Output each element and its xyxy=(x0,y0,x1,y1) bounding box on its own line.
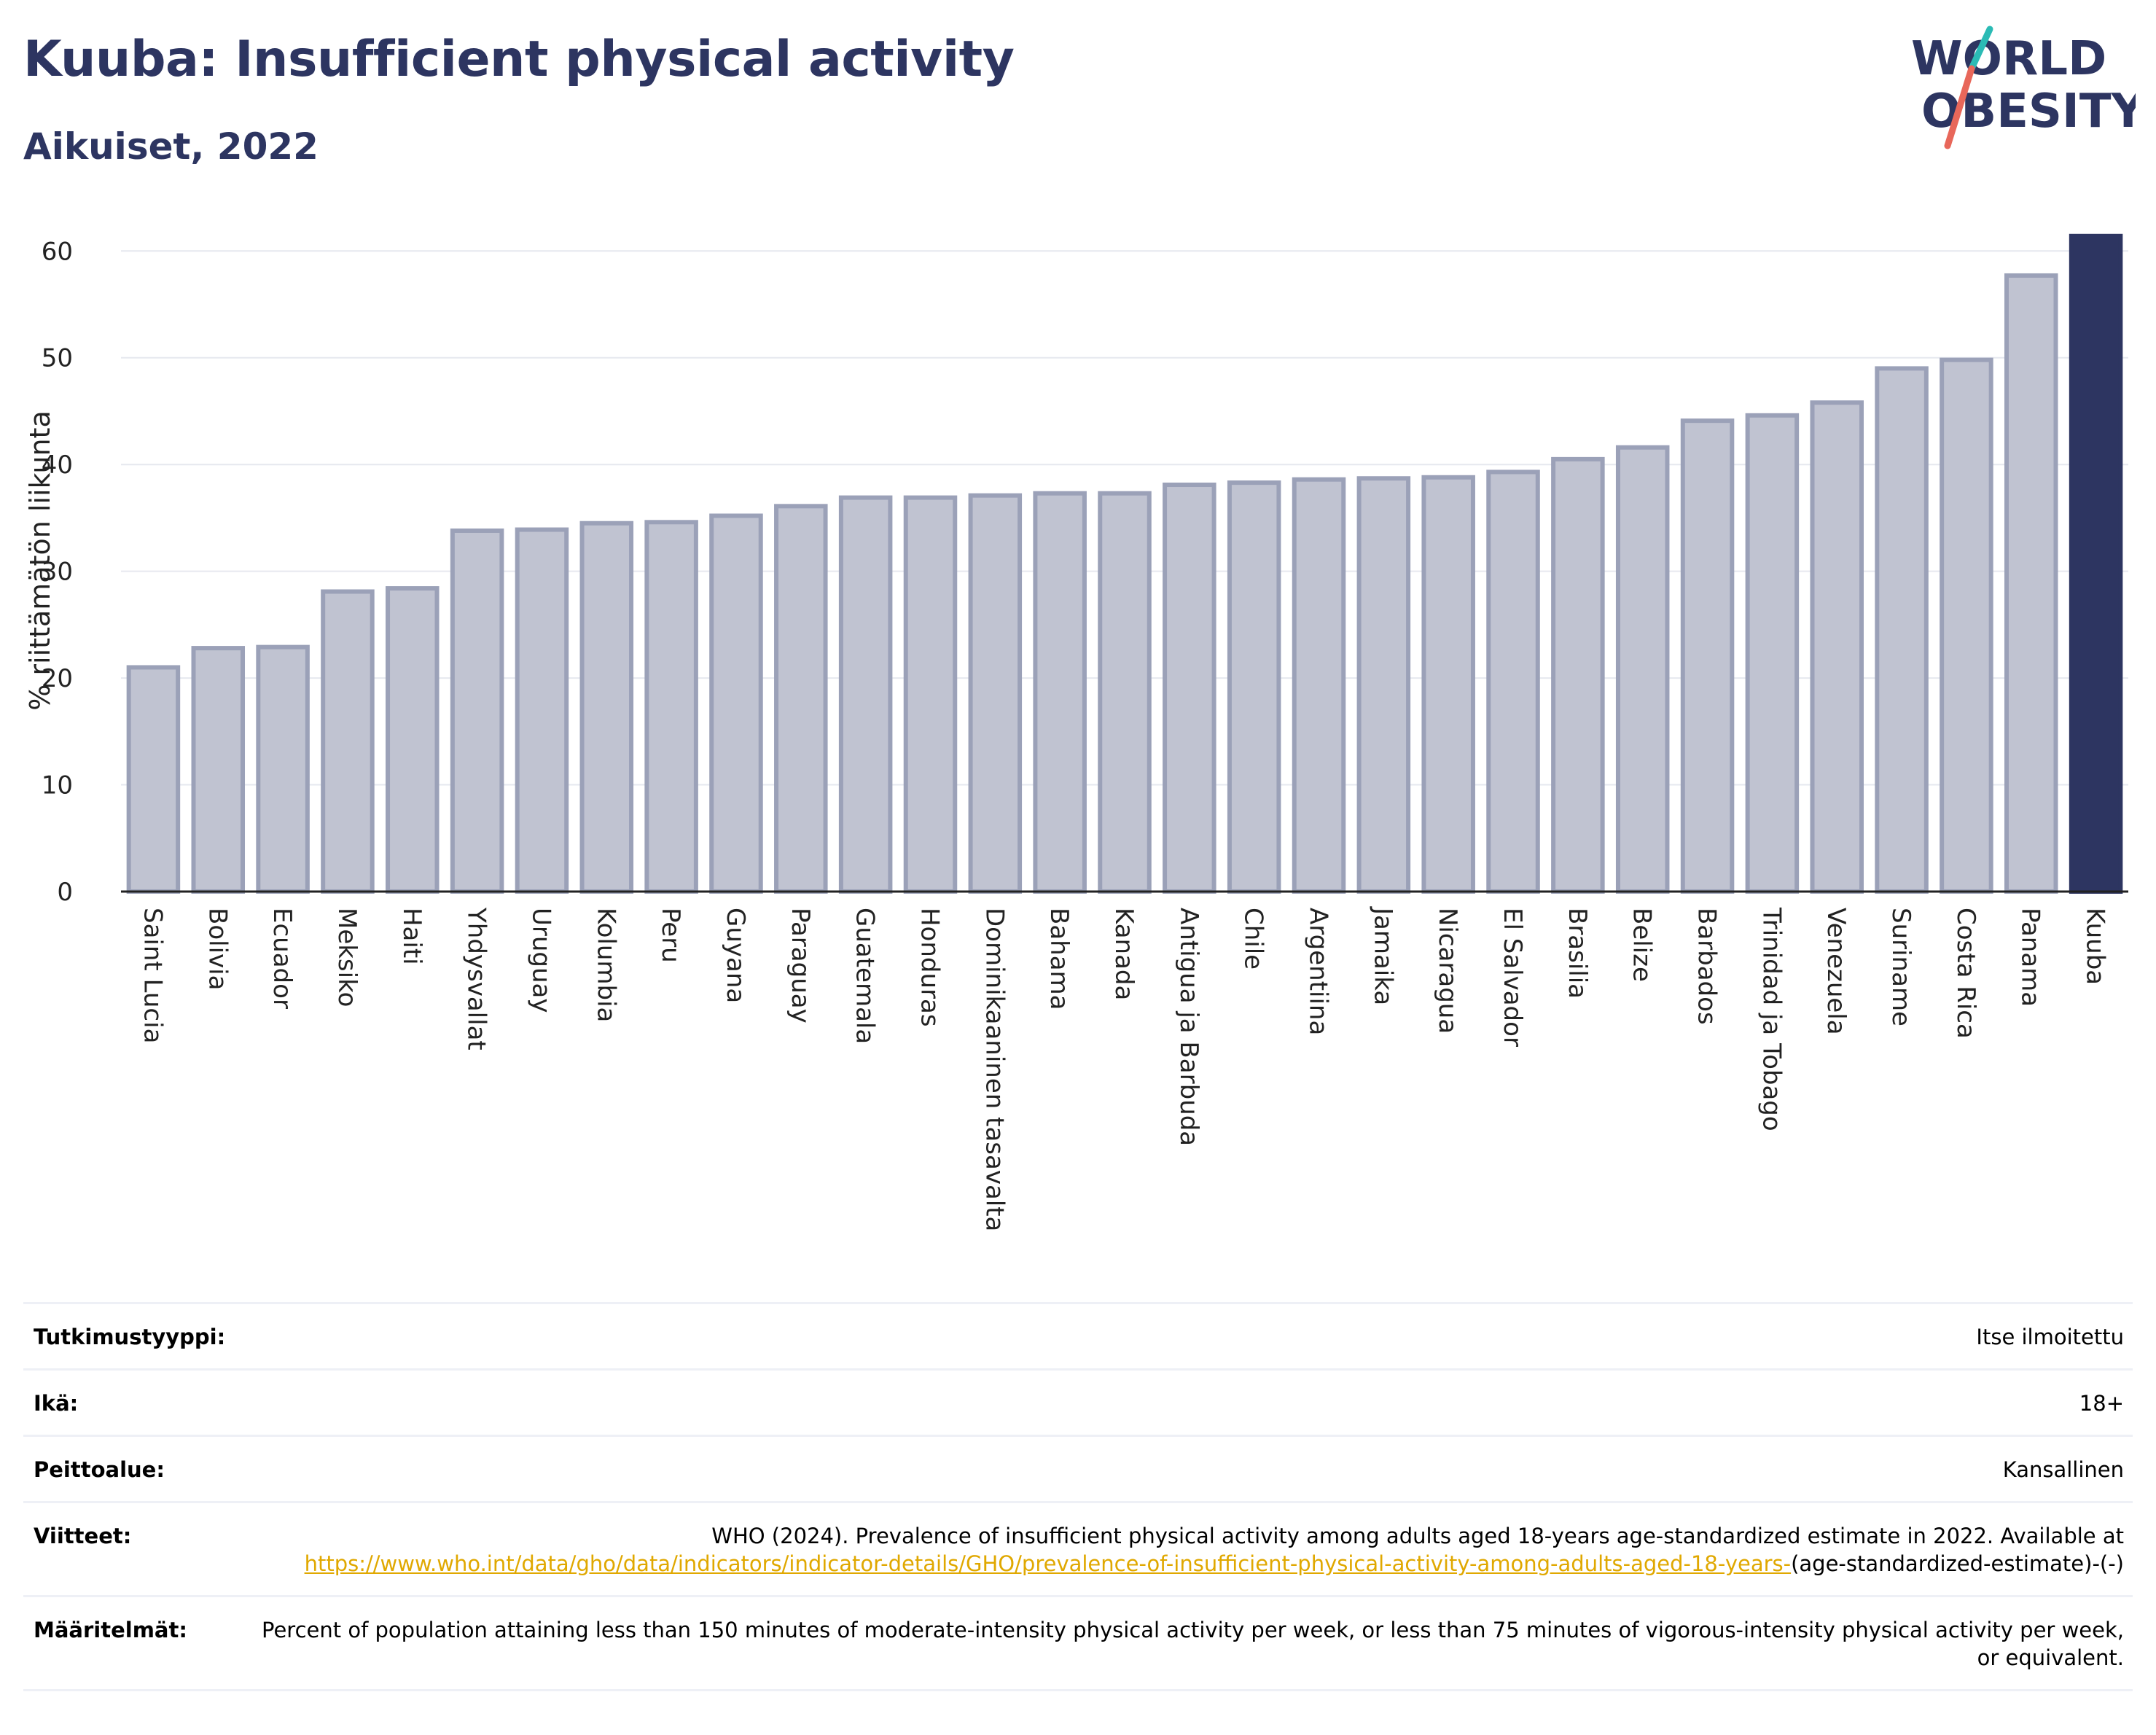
x-tick-label: Meksiko xyxy=(332,908,362,1007)
bar-panama xyxy=(2004,273,2058,894)
axes: 0 10 20 30 40 50 60 Saint Lucia Bolivia Ecuador Me… xyxy=(42,237,2128,1231)
x-tick-label: Nicaragua xyxy=(1433,908,1462,1034)
x-tick-label: Argentiina xyxy=(1304,908,1333,1035)
x-tick-label: Trinidad ja Tobago xyxy=(1757,907,1786,1131)
x-tick-label: Guatemala xyxy=(851,908,880,1044)
bar-brasilia xyxy=(1551,456,1605,894)
bar-kanada xyxy=(1098,491,1152,894)
y-tick-label: 60 xyxy=(42,237,73,266)
world-obesity-logo: WORLD OBESITY xyxy=(1911,26,2136,149)
x-tick-label: Bahama xyxy=(1044,908,1074,1010)
bar-belize xyxy=(1615,445,1670,894)
x-tick-label: Jamaika xyxy=(1368,906,1397,1005)
bar-guatemala xyxy=(838,495,893,894)
bar-guyana xyxy=(709,513,763,894)
info-row-study-type: Tutkimustyyppi: Itse ilmoitettu xyxy=(23,1302,2133,1368)
bar-peru xyxy=(644,520,698,894)
info-table: Tutkimustyyppi: Itse ilmoitettu Ikä: 18+… xyxy=(23,1302,2133,1691)
bar-costa-rica xyxy=(1940,357,1993,894)
bar-argentiina xyxy=(1292,477,1346,894)
info-label: Ikä: xyxy=(34,1391,79,1416)
bar-dominikaaninen-tasavalta xyxy=(968,493,1023,894)
info-label: Viitteet: xyxy=(34,1524,132,1548)
x-tick-label: Paraguay xyxy=(786,908,815,1024)
x-tick-label: Guyana xyxy=(721,908,750,1003)
info-row-references: Viitteet: WHO (2024). Prevalence of insu… xyxy=(23,1501,2133,1595)
logo-line1: WORLD xyxy=(1911,32,2106,86)
info-row-definitions: Määritelmät: Percent of population attai… xyxy=(23,1595,2133,1691)
y-axis-label: % riittämätön liikunta xyxy=(24,410,56,711)
x-tick-label: Haiti xyxy=(397,908,426,965)
x-tick-label: Dominikaaninen tasavalta xyxy=(980,908,1009,1231)
info-row-coverage: Peittoalue: Kansallinen xyxy=(23,1435,2133,1501)
page-subtitle: Aikuiset, 2022 xyxy=(23,125,319,168)
x-tick-label: Barbados xyxy=(1692,908,1722,1025)
bar-kuuba xyxy=(2069,233,2123,894)
references-value: WHO (2024). Prevalence of insufficient p… xyxy=(258,1522,2124,1578)
bar-bolivia xyxy=(191,646,246,894)
y-tick-label: 50 xyxy=(42,344,73,373)
reference-link[interactable]: https://www.who.int/data/gho/data/indica… xyxy=(304,1551,1792,1576)
info-value: Kansallinen xyxy=(2002,1457,2124,1482)
page-title: Kuuba: Insufficient physical activity xyxy=(23,31,1015,88)
bars xyxy=(126,233,2123,894)
bar-uruguay xyxy=(515,527,569,894)
x-tick-label: Bolivia xyxy=(203,908,232,990)
y-tick-label: 40 xyxy=(42,451,73,480)
logo-slash-top xyxy=(1968,26,1993,72)
x-tick-label: Kuuba xyxy=(2081,908,2110,985)
x-tick-label: Kanada xyxy=(1109,908,1138,1000)
x-tick-label: El Salvador xyxy=(1498,908,1527,1047)
bar-suriname xyxy=(1875,366,1929,894)
x-tick-label: Yhdysvallat xyxy=(462,907,491,1050)
bar-nicaragua xyxy=(1421,475,1475,894)
bar-meksiko xyxy=(321,589,375,894)
x-tick-label: Saint Lucia xyxy=(138,908,167,1043)
y-tick-label: 30 xyxy=(42,558,73,587)
bar-kolumbia xyxy=(579,520,634,894)
x-tick-label: Belize xyxy=(1628,908,1657,982)
info-label: Tutkimustyyppi: xyxy=(34,1325,226,1349)
bar-barbados xyxy=(1680,418,1735,894)
bar-saint-lucia xyxy=(126,665,181,894)
bar-antigua-ja-barbuda xyxy=(1163,483,1216,894)
x-tick-label: Kolumbia xyxy=(591,908,620,1022)
y-tick-label: 10 xyxy=(42,771,73,800)
x-tick-label: Brasilia xyxy=(1563,908,1592,999)
bar-haiti xyxy=(386,586,440,894)
info-value: Itse ilmoitettu xyxy=(1976,1325,2124,1349)
bar-bahama xyxy=(1033,491,1087,894)
x-tick-label: Suriname xyxy=(1886,908,1915,1026)
x-tick-label: Costa Rica xyxy=(1951,908,1980,1039)
bar-trinidad-ja-tobago xyxy=(1745,413,1800,894)
x-tick-label: Panama xyxy=(2016,908,2045,1007)
references-suffix: (age-standardized-estimate)-(-) xyxy=(1791,1551,2124,1576)
x-tick-label: Venezuela xyxy=(1821,908,1851,1035)
bar-paraguay xyxy=(774,504,828,894)
info-row-age: Ikä: 18+ xyxy=(23,1368,2133,1435)
x-tick-label: Honduras xyxy=(915,908,944,1027)
x-tick-label: Antigua ja Barbuda xyxy=(1174,908,1203,1146)
info-label: Määritelmät: xyxy=(34,1618,187,1642)
y-tick-label: 0 xyxy=(57,878,73,907)
logo-slash-bottom xyxy=(1944,65,1975,149)
bar-venezuela xyxy=(1810,400,1864,894)
x-tick-label: Ecuador xyxy=(267,908,297,1009)
x-tick-label: Uruguay xyxy=(526,908,555,1013)
x-tick-label: Peru xyxy=(656,908,685,963)
y-tick-label: 20 xyxy=(42,664,73,693)
bar-jamaika xyxy=(1356,476,1411,894)
bar-yhdysvallat xyxy=(450,528,504,894)
info-value: 18+ xyxy=(2079,1391,2124,1416)
references-text: WHO (2024). Prevalence of insufficient p… xyxy=(711,1524,2124,1548)
bar-chart: 0 10 20 30 40 50 60 Saint Lucia Bolivia Ecuador Me… xyxy=(24,233,2128,1231)
info-label: Peittoalue: xyxy=(34,1457,165,1482)
bar-honduras xyxy=(903,495,958,894)
x-tick-label: Chile xyxy=(1239,908,1268,970)
info-value: Percent of population attaining less tha… xyxy=(262,1618,2124,1670)
bar-ecuador xyxy=(256,644,310,894)
bar-chile xyxy=(1227,480,1281,894)
bar-el-salvador xyxy=(1486,469,1540,894)
